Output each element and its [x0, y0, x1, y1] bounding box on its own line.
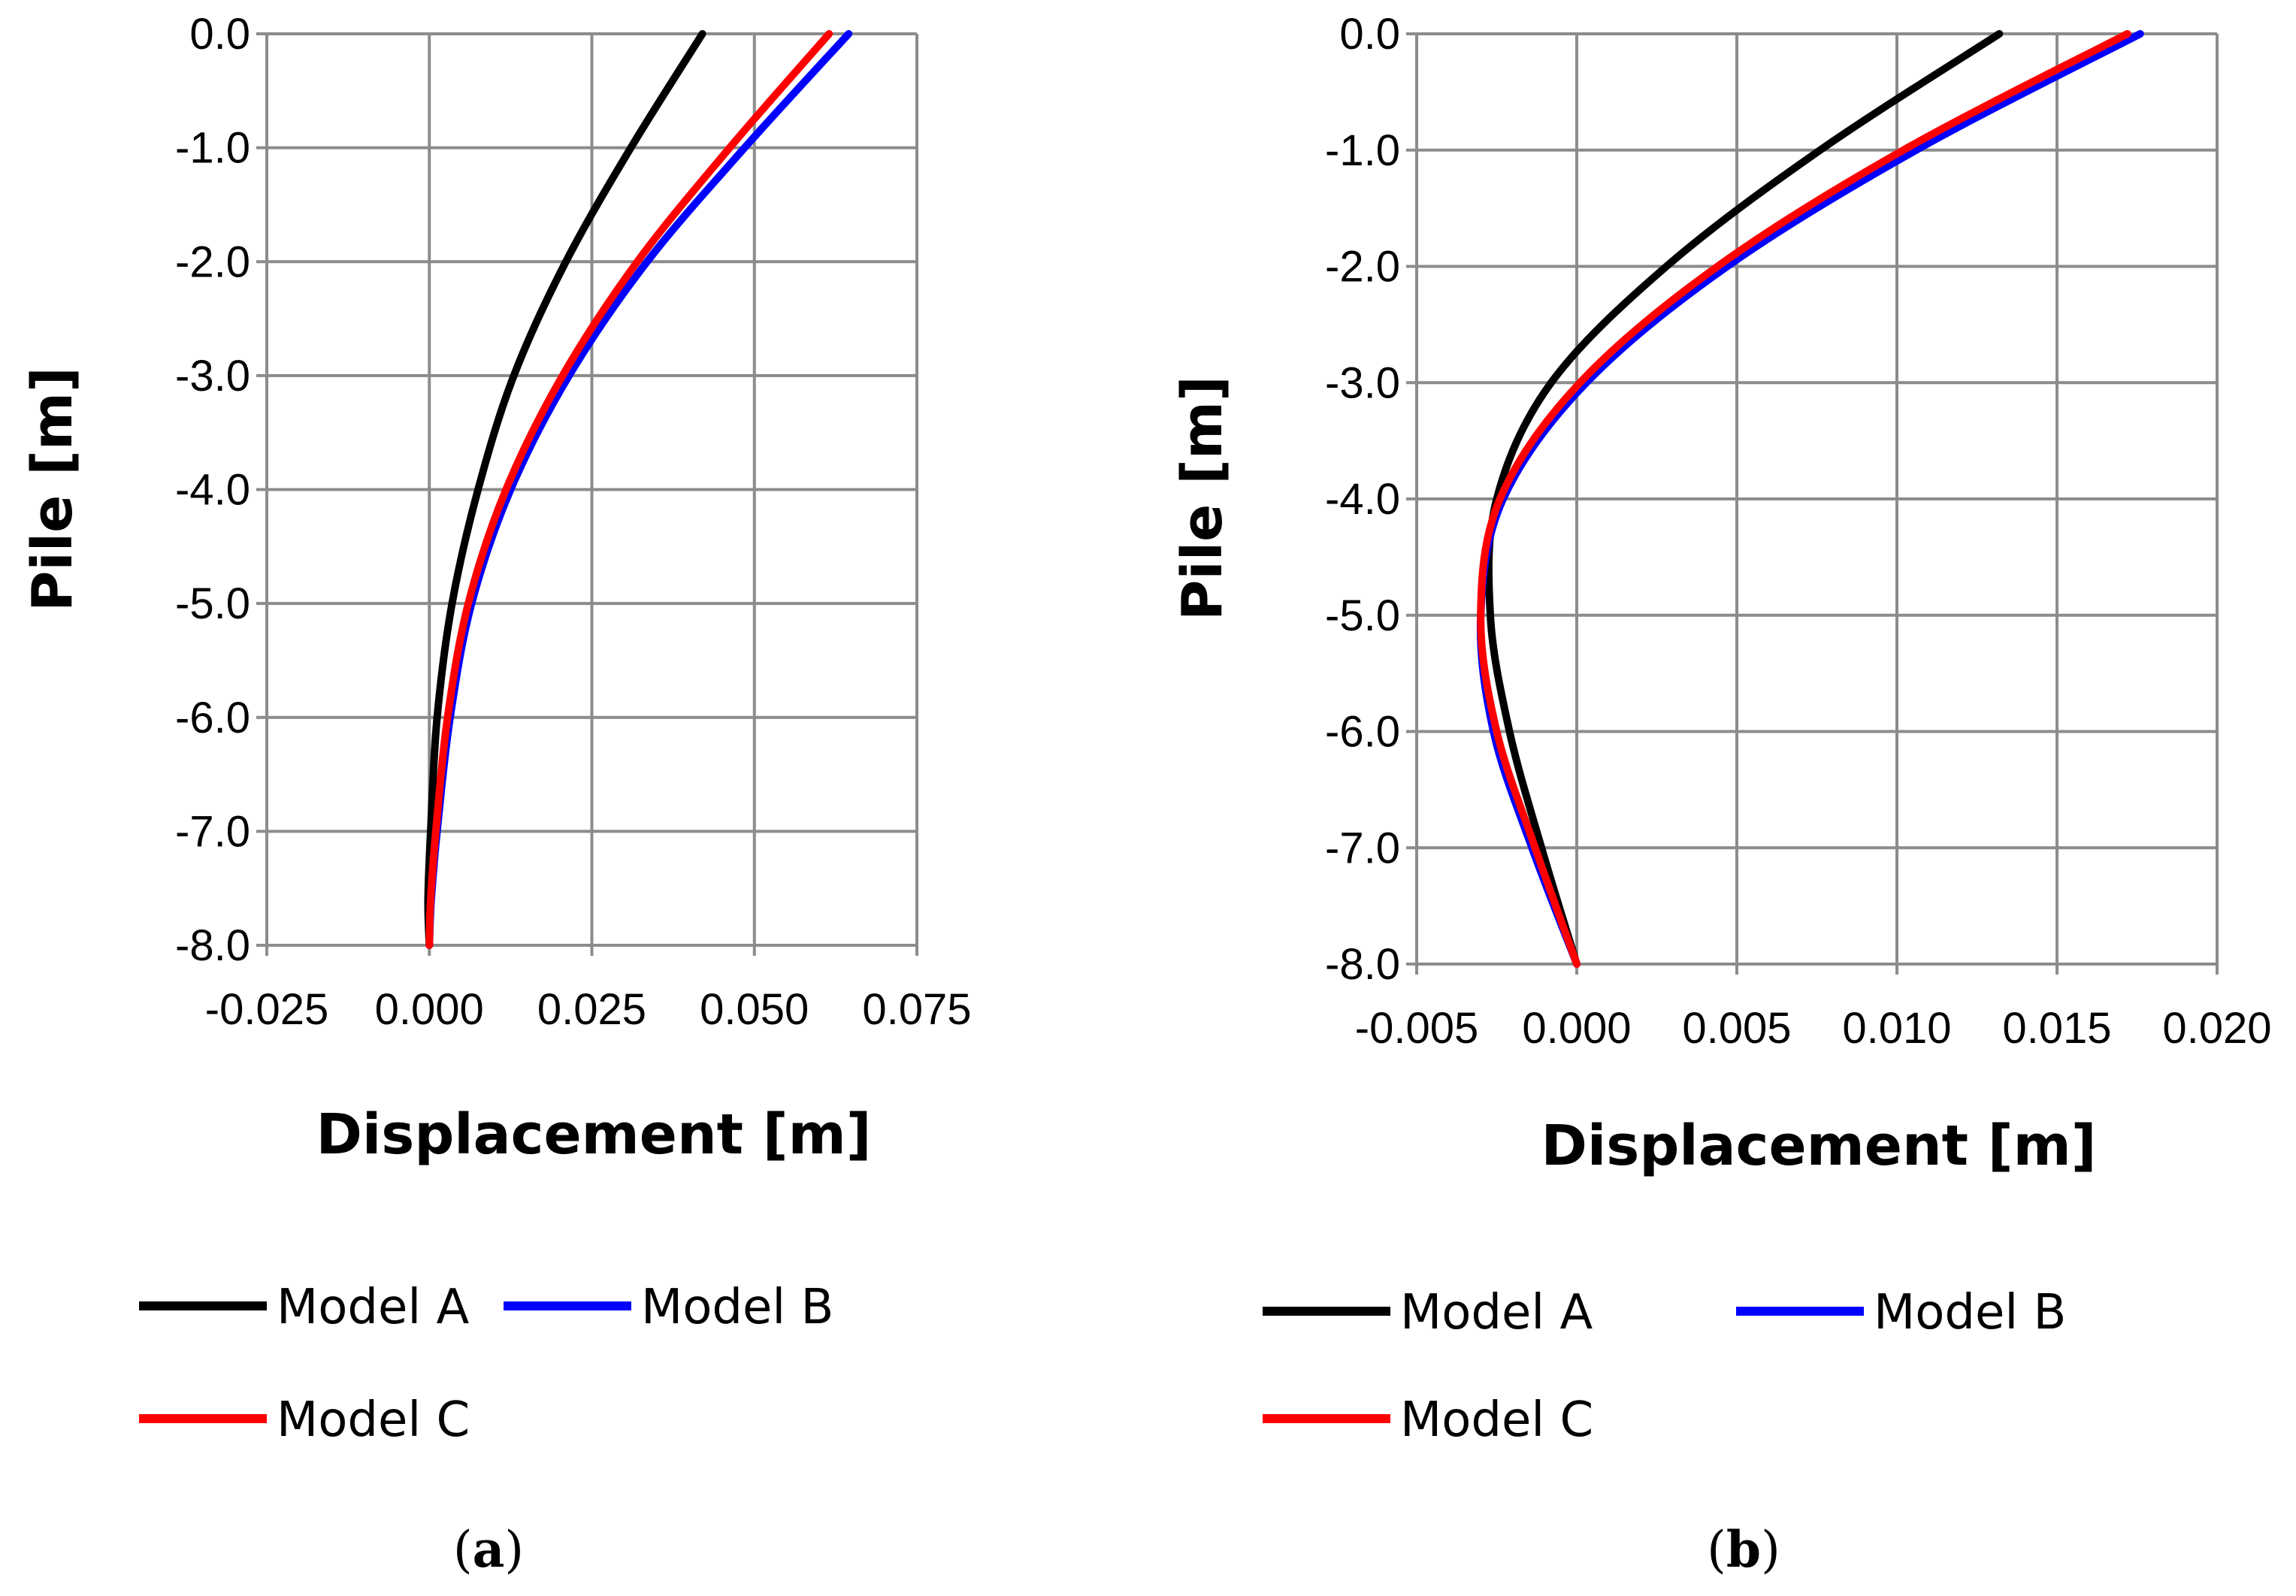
panel-label-open: (	[453, 1521, 473, 1579]
legend-label-model-c: Model C	[1400, 1392, 1593, 1448]
y-axis-title: Pile [m]	[1170, 376, 1235, 621]
y-tick-label: -2.0	[175, 237, 250, 286]
x-axis-title: Displacement [m]	[1541, 1114, 2096, 1178]
y-tick-label: -3.0	[175, 352, 250, 401]
y-tick-label: -7.0	[1325, 824, 1400, 872]
legend-label-model-c: Model C	[277, 1392, 470, 1448]
x-tick-label: 0.025	[537, 985, 646, 1034]
legend-label-model-b: Model B	[1874, 1285, 2066, 1341]
series-line-model-c	[425, 30, 833, 949]
x-tick-label: -0.005	[1355, 1004, 1478, 1053]
legend-label-model-a: Model A	[1400, 1285, 1593, 1341]
panel-label-open: (	[1707, 1521, 1726, 1579]
x-tick-label: -0.025	[205, 985, 328, 1034]
y-tick-label: -2.0	[1325, 243, 1400, 292]
panel-label-letter: a	[473, 1520, 505, 1579]
y-axis-title: Pile [m]	[20, 367, 85, 612]
panel-label-close: )	[504, 1521, 524, 1579]
x-tick-label: 0.075	[862, 985, 971, 1034]
y-tick-label: -4.0	[175, 466, 250, 515]
y-tick-label: 0.0	[189, 10, 250, 59]
x-tick-label: 0.020	[2162, 1004, 2271, 1053]
legend-label-model-b: Model B	[641, 1280, 833, 1335]
y-tick-label: -3.0	[1325, 358, 1400, 407]
x-tick-label: 0.050	[700, 985, 809, 1034]
x-tick-label: 0.005	[1682, 1004, 1791, 1053]
y-tick-label: -5.0	[1325, 591, 1400, 640]
series-line-model-c	[1477, 30, 2131, 968]
x-axis-title: Displacement [m]	[316, 1102, 871, 1167]
panel-label-letter: b	[1726, 1520, 1761, 1579]
series-line-model-a	[1484, 30, 2004, 968]
series-line-model-a	[424, 30, 706, 949]
panel-label: (a)	[453, 1520, 524, 1579]
y-tick-label: -6.0	[1325, 708, 1400, 757]
panel-label: (b)	[1707, 1520, 1780, 1579]
y-tick-label: -8.0	[175, 921, 250, 970]
panel-label-close: )	[1761, 1521, 1780, 1579]
chart-panel-b: -0.005 0.000 0.005 0.010 0.015 0.020 0.0 -1.0 -2…	[1170, 10, 2272, 1579]
x-tick-label: 0.000	[1522, 1004, 1631, 1053]
chart-panel-a: -0.025 0.000 0.025 0.050 0.075 0.0 -1.0 -2.0 -3.…	[20, 10, 972, 1579]
x-tick-label: 0.010	[1842, 1004, 1951, 1053]
y-tick-label: -1.0	[175, 124, 250, 173]
y-tick-label: -6.0	[175, 694, 250, 742]
y-tick-label: -7.0	[175, 807, 250, 856]
y-tick-label: 0.0	[1339, 10, 1400, 59]
y-tick-label: -8.0	[1325, 940, 1400, 989]
x-tick-label: 0.000	[375, 985, 484, 1034]
x-tick-label: 0.015	[2002, 1004, 2111, 1053]
y-tick-label: -1.0	[1325, 126, 1400, 175]
y-tick-label: -4.0	[1325, 475, 1400, 524]
y-tick-label: -5.0	[175, 579, 250, 628]
legend-label-model-a: Model A	[277, 1280, 470, 1335]
